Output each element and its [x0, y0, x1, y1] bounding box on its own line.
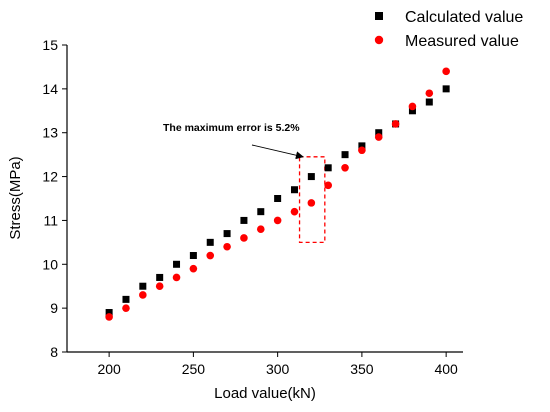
legend-item-measured: Measured value — [374, 33, 519, 50]
data-point-circle — [374, 133, 383, 141]
data-point-circle — [273, 216, 282, 225]
y-ticks: 8 9 10 11 12 13 14 15 — [42, 37, 67, 360]
data-point-square — [122, 295, 130, 303]
data-point-circle — [139, 291, 147, 299]
data-point-square — [324, 164, 332, 172]
data-point-circle — [341, 164, 349, 172]
y-tick-label: 10 — [42, 256, 58, 272]
data-point-circle — [408, 102, 417, 111]
legend-label-calculated: Calculated value — [405, 9, 523, 26]
axes — [66, 45, 463, 353]
x-tick-label: 400 — [434, 361, 458, 377]
x-axis-title: Load value(kN) — [214, 385, 316, 402]
data-point-circle — [172, 273, 181, 282]
data-point-square — [206, 238, 214, 246]
data-point-circle — [189, 264, 198, 273]
data-point-square — [425, 98, 433, 106]
data-point-circle — [240, 234, 248, 242]
legend-swatch-square — [375, 12, 383, 20]
data-point-square — [139, 282, 147, 290]
data-point-square — [274, 195, 282, 202]
x-tick-label: 200 — [97, 361, 121, 377]
legend-item-calculated: Calculated value — [375, 9, 523, 26]
x-tick-label: 300 — [266, 361, 290, 377]
legend: Calculated value Measured value — [374, 9, 523, 50]
max-error-box — [298, 156, 326, 244]
data-point-square — [257, 208, 265, 216]
legend-swatch-circle — [374, 35, 384, 45]
data-point-circle — [155, 282, 164, 291]
annotation-text: The maximum error is 5.2% — [163, 122, 300, 134]
data-point-square — [223, 230, 231, 238]
data-point-square — [442, 85, 450, 93]
y-tick-label: 13 — [42, 125, 58, 141]
data-point-square — [358, 142, 366, 150]
y-tick-label: 12 — [42, 169, 58, 185]
data-point-circle — [425, 89, 434, 98]
data-point-circle — [442, 67, 450, 76]
data-point-circle — [256, 225, 265, 233]
data-point-square — [408, 107, 416, 115]
data-point-square — [173, 260, 181, 268]
x-tick-label: 350 — [350, 361, 374, 377]
data-point-circle — [105, 313, 113, 321]
annotation: The maximum error is 5.2% — [163, 122, 326, 244]
data-point-square — [307, 173, 315, 181]
y-tick-label: 11 — [43, 212, 58, 228]
data-point-circle — [122, 304, 130, 312]
data-point-circle — [206, 251, 215, 260]
y-tick-label: 9 — [50, 300, 58, 316]
data-point-square — [341, 151, 349, 159]
x-tick-label: 250 — [182, 361, 206, 377]
data-point-circle — [324, 181, 332, 190]
series-calculated-value — [105, 85, 450, 317]
data-point-square — [290, 186, 298, 194]
series-measured-value — [105, 67, 450, 321]
legend-label-measured: Measured value — [405, 33, 519, 50]
data-point-square — [375, 129, 383, 137]
y-tick-label: 15 — [42, 37, 58, 53]
data-point-square — [240, 216, 248, 224]
y-axis-title: Stress(MPa) — [7, 156, 24, 239]
data-point-square — [189, 252, 197, 260]
y-tick-label: 8 — [50, 344, 58, 360]
data-point-circle — [223, 242, 231, 251]
data-point-circle — [290, 207, 299, 216]
data-point-square — [156, 273, 164, 281]
data-point-circle — [358, 146, 366, 155]
data-point-square — [105, 309, 113, 317]
x-ticks: 200 250 300 350 400 — [97, 352, 458, 377]
data-point-circle — [391, 120, 400, 128]
y-tick-label: 14 — [42, 81, 58, 97]
data-point-circle — [307, 199, 316, 207]
annotation-arrow — [251, 144, 304, 160]
